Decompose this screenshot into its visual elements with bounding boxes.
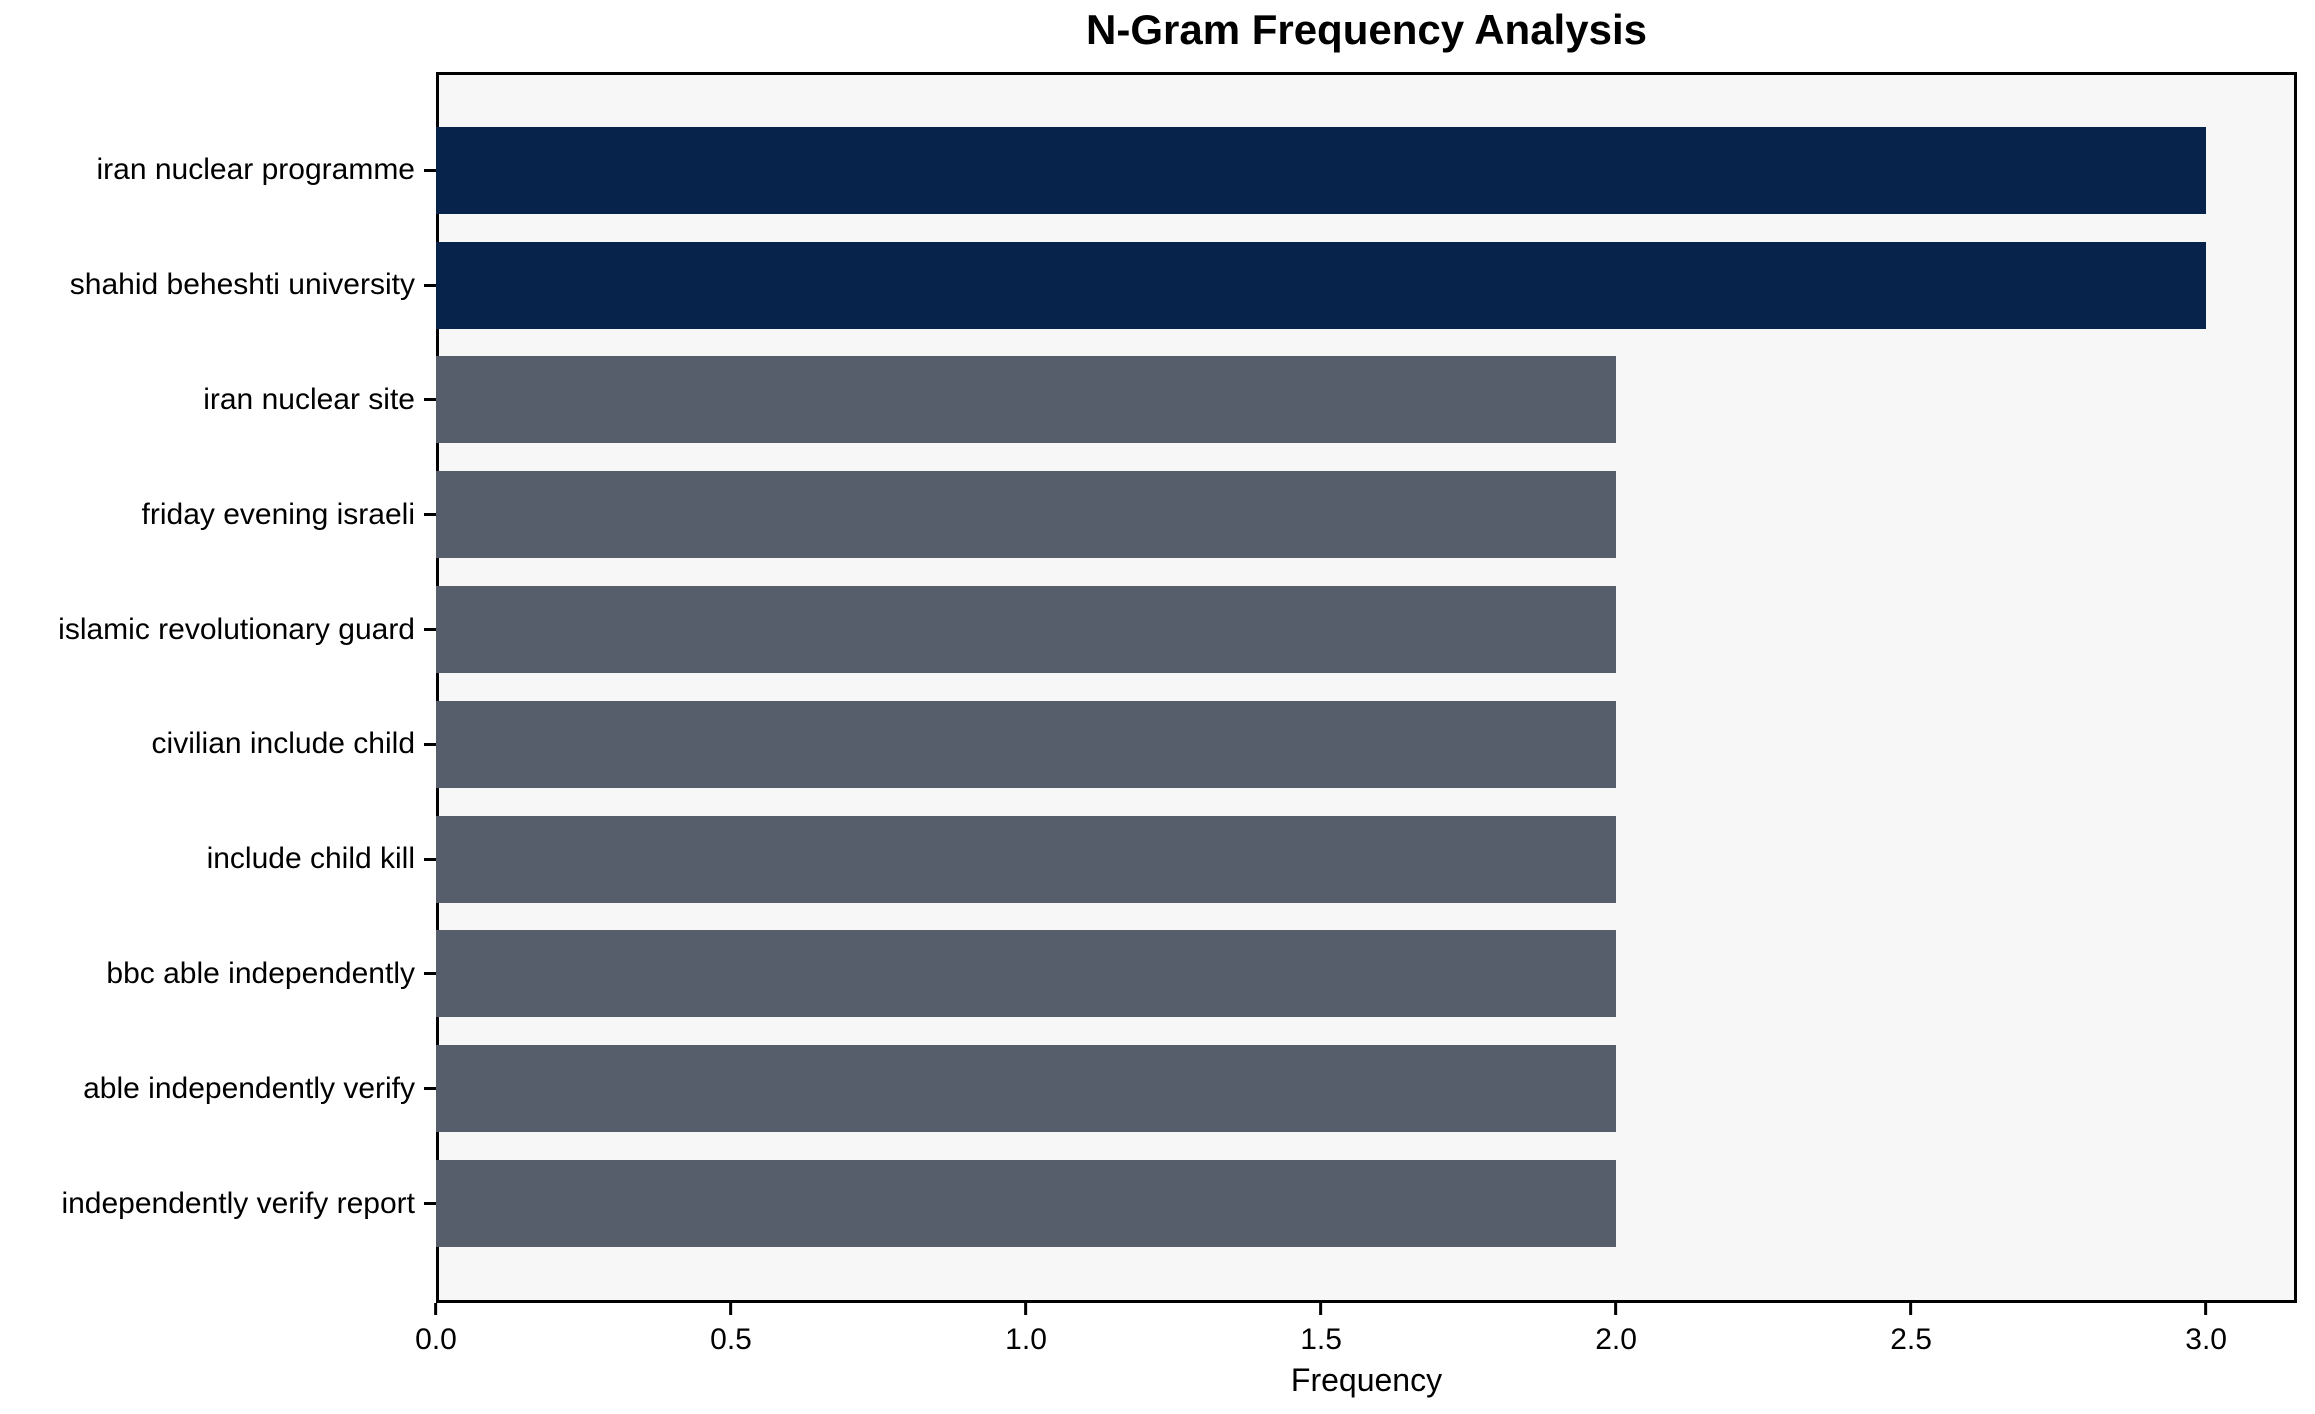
y-tick-mark <box>424 857 436 861</box>
bar-row <box>436 343 2297 458</box>
x-tick: 3.0 <box>2185 1303 2227 1357</box>
chart-title: N-Gram Frequency Analysis <box>1086 6 1647 53</box>
bar-row <box>436 917 2297 1032</box>
bar <box>436 1045 1617 1133</box>
x-tick-mark <box>1024 1303 1028 1315</box>
x-tick-mark <box>2204 1303 2208 1315</box>
y-tick-label: shahid beheshti university <box>69 268 415 302</box>
y-axis-label-row: islamic revolutionary guard <box>0 572 436 687</box>
x-axis-ticks: 0.0 0.5 1.0 1.5 2.0 2.5 3.0 <box>415 1303 2297 1373</box>
y-axis-label-row: shahid beheshti university <box>0 228 436 343</box>
x-tick-mark <box>1909 1303 1913 1315</box>
bar <box>436 1160 1617 1248</box>
y-axis-label-row: include child kill <box>0 802 436 917</box>
y-axis-labels: iran nuclear programme shahid beheshti u… <box>0 72 436 1303</box>
bar <box>436 586 1617 674</box>
x-tick: 2.0 <box>1595 1303 1637 1357</box>
x-tick: 0.0 <box>415 1303 457 1357</box>
y-tick-label: iran nuclear site <box>203 382 415 416</box>
bar-row <box>436 1031 2297 1146</box>
bar-row <box>436 113 2297 228</box>
y-tick-mark <box>424 1202 436 1206</box>
y-axis-label-row: able independently verify <box>0 1031 436 1146</box>
y-axis-label-row: iran nuclear site <box>0 343 436 458</box>
y-axis-label-row: friday evening israeli <box>0 457 436 572</box>
bar <box>436 241 2207 329</box>
bar-row <box>436 457 2297 572</box>
y-tick-label: independently verify report <box>61 1186 415 1220</box>
y-tick-label: civilian include child <box>151 727 415 761</box>
y-tick-label: friday evening israeli <box>141 497 415 531</box>
x-tick-label: 0.0 <box>415 1323 457 1356</box>
y-tick-label: islamic revolutionary guard <box>58 612 415 646</box>
y-tick-mark <box>424 1087 436 1091</box>
x-tick: 2.5 <box>1890 1303 1932 1357</box>
y-tick-label: include child kill <box>206 842 415 876</box>
bar <box>436 356 1617 444</box>
x-tick-label: 1.5 <box>1300 1323 1342 1356</box>
y-tick-mark <box>424 168 436 172</box>
bar-row <box>436 1146 2297 1261</box>
y-tick-mark <box>424 972 436 976</box>
y-tick-label: able independently verify <box>83 1071 415 1105</box>
y-tick-mark <box>424 283 436 287</box>
y-axis-label-row: iran nuclear programme <box>0 113 436 228</box>
x-tick-label: 2.5 <box>1890 1323 1932 1356</box>
bar-row <box>436 687 2297 802</box>
y-axis-label-row: independently verify report <box>0 1146 436 1261</box>
bar <box>436 815 1617 903</box>
x-tick-label: 2.0 <box>1595 1323 1637 1356</box>
x-tick-mark <box>434 1303 438 1315</box>
x-tick: 1.5 <box>1300 1303 1342 1357</box>
bar-row <box>436 572 2297 687</box>
bar <box>436 930 1617 1018</box>
y-axis-label-row: bbc able independently <box>0 917 436 1032</box>
x-tick-mark <box>1319 1303 1323 1315</box>
x-tick: 0.5 <box>710 1303 752 1357</box>
y-tick-label: bbc able independently <box>106 956 415 990</box>
y-tick-label: iran nuclear programme <box>96 153 415 187</box>
x-tick-label: 0.5 <box>710 1323 752 1356</box>
bar <box>436 471 1617 559</box>
bar <box>436 126 2207 214</box>
y-tick-mark <box>424 398 436 402</box>
y-tick-mark <box>424 513 436 517</box>
bar-row <box>436 228 2297 343</box>
x-tick-mark <box>729 1303 733 1315</box>
x-tick-label: 3.0 <box>2185 1323 2227 1356</box>
y-tick-mark <box>424 628 436 632</box>
y-axis-label-row: civilian include child <box>0 687 436 802</box>
bar <box>436 700 1617 788</box>
bars-container <box>436 72 2297 1303</box>
x-axis-title: Frequency <box>1290 1362 1443 1398</box>
y-tick-mark <box>424 742 436 746</box>
x-tick-label: 1.0 <box>1005 1323 1047 1356</box>
x-tick-mark <box>1614 1303 1618 1315</box>
bar-row <box>436 802 2297 917</box>
x-tick: 1.0 <box>1005 1303 1047 1357</box>
